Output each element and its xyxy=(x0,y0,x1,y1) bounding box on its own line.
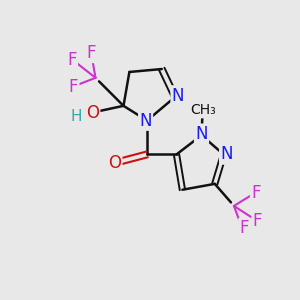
Text: H: H xyxy=(70,109,82,124)
Text: F: F xyxy=(86,44,96,62)
Text: F: F xyxy=(253,212,262,230)
Text: F: F xyxy=(239,219,249,237)
Text: F: F xyxy=(251,184,261,202)
Text: CH₃: CH₃ xyxy=(190,103,216,117)
Text: F: F xyxy=(69,78,78,96)
Text: N: N xyxy=(172,86,184,104)
Text: F: F xyxy=(67,51,77,69)
Text: O: O xyxy=(108,154,121,172)
Text: N: N xyxy=(139,112,152,130)
Text: O: O xyxy=(86,104,99,122)
Text: N: N xyxy=(220,146,233,164)
Text: N: N xyxy=(195,125,208,143)
